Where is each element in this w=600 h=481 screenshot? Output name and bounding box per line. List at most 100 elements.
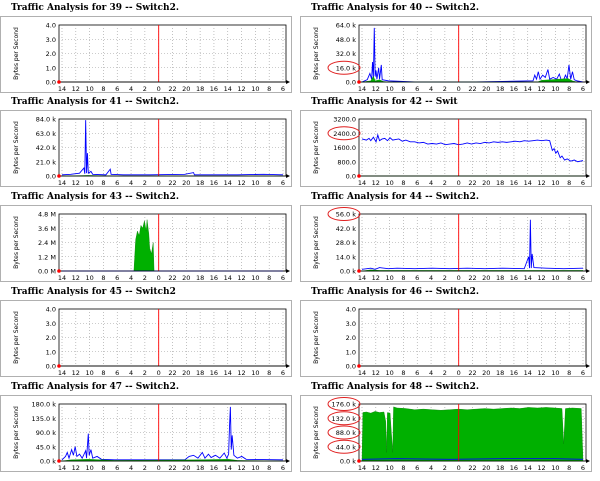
x-tick-label: 16	[210, 464, 218, 472]
x-tick-label: 6	[415, 369, 419, 377]
x-tick-label: 6	[281, 464, 285, 472]
x-tick-label: 4	[129, 369, 133, 377]
y-tick-label: 42.0 k	[36, 144, 57, 152]
x-tick-label: 6	[115, 85, 119, 93]
x-tick-label: 6	[115, 464, 119, 472]
x-tick-label: 8	[401, 179, 405, 187]
x-tick-label: 2	[143, 369, 147, 377]
x-tick-label: 12	[237, 85, 245, 93]
x-tick-label: 4	[429, 464, 433, 472]
x-tick-label: 2	[443, 179, 447, 187]
highlight-circle	[327, 411, 361, 426]
x-tick-label: 12	[372, 179, 380, 187]
x-tick-label: 22	[168, 85, 176, 93]
y-tick-label: 16.0 k	[336, 64, 357, 72]
x-tick-label: 14	[358, 464, 366, 472]
x-tick-label: 2	[143, 85, 147, 93]
y-tick-label: 0.0	[346, 79, 356, 87]
x-tick-label: 8	[267, 369, 271, 377]
x-tick-label: 10	[85, 274, 93, 282]
x-tick-label: 4	[129, 85, 133, 93]
x-tick-label: 4	[129, 464, 133, 472]
highlight-circle	[327, 60, 361, 75]
panel-title: Traffic Analysis for 39 -- Switch2.	[11, 3, 179, 13]
x-tick-label: 8	[401, 464, 405, 472]
y-tick-label: 0.0 k	[340, 268, 356, 276]
origin-marker	[57, 364, 61, 368]
x-tick-label: 2	[143, 274, 147, 282]
y-tick-label: 3.0	[46, 36, 56, 44]
inbound-traffic-area	[361, 406, 584, 462]
x-tick-label: 10	[251, 85, 259, 93]
x-tick-label: 18	[196, 369, 204, 377]
x-tick-label: 8	[567, 274, 571, 282]
y-tick-label: 3200.0	[333, 116, 356, 124]
y-tick-label: 4.0	[46, 306, 56, 314]
x-tick-label: 16	[510, 464, 518, 472]
x-tick-label: 12	[372, 464, 380, 472]
x-tick-label: 6	[115, 274, 119, 282]
x-tick-label: 6	[115, 179, 119, 187]
panel-title: Traffic Analysis for 44 -- Switch2.	[311, 192, 479, 202]
traffic-chart: 0.0 k 45.0 k 90.0 k 135.0 k 180.0 k 14 12 10 8 6 4…	[0, 395, 292, 472]
x-tick-label: 20	[482, 369, 490, 377]
x-tick-label: 8	[101, 179, 105, 187]
x-tick-label: 10	[385, 369, 393, 377]
x-tick-label: 2	[143, 464, 147, 472]
panel-title: Traffic Analysis for 47 -- Switch2.	[11, 382, 179, 392]
traffic-panel: Traffic Analysis for 46 -- Switch2. 0.0 1.…	[300, 287, 592, 377]
x-tick-label: 8	[101, 369, 105, 377]
x-tick-label: 16	[510, 179, 518, 187]
x-tick-label: 6	[281, 179, 285, 187]
origin-marker	[357, 459, 361, 463]
x-tick-label: 16	[210, 274, 218, 282]
y-axis-label: Bytes per Second	[13, 121, 20, 174]
traffic-chart: 0.021.0 k42.0 k63.0 k84.0 k14 12 10 8 6 4 2 0 22…	[0, 110, 292, 187]
x-tick-label: 12	[537, 85, 545, 93]
y-axis-label: Bytes per Second	[13, 406, 20, 459]
y-tick-label: 63.0 k	[36, 130, 57, 138]
x-tick-label: 14	[524, 179, 532, 187]
y-tick-label: 14.0 k	[336, 253, 357, 261]
panel-title: Traffic Analysis for 48 -- Switch2.	[311, 382, 479, 392]
x-tick-label: 10	[385, 274, 393, 282]
x-tick-label: 14	[58, 274, 66, 282]
x-tick-label: 12	[237, 179, 245, 187]
x-tick-label: 14	[58, 464, 66, 472]
y-tick-label: 0.0 k	[340, 458, 356, 466]
x-tick-label: 10	[551, 369, 559, 377]
x-tick-label: 6	[581, 369, 585, 377]
x-tick-label: 2	[443, 464, 447, 472]
x-tick-label: 12	[537, 464, 545, 472]
x-tick-label: 18	[496, 274, 504, 282]
x-tick-label: 22	[468, 274, 476, 282]
x-tick-label: 6	[415, 274, 419, 282]
x-tick-label: 10	[251, 369, 259, 377]
x-tick-label: 10	[85, 85, 93, 93]
x-tick-label: 0	[457, 85, 461, 93]
x-tick-label: 8	[267, 85, 271, 93]
x-tick-label: 22	[168, 179, 176, 187]
x-tick-label: 18	[496, 179, 504, 187]
x-tick-label: 0	[457, 179, 461, 187]
y-axis-label: Bytes per Second	[313, 311, 320, 364]
x-tick-label: 14	[524, 464, 532, 472]
x-tick-label: 22	[468, 85, 476, 93]
x-tick-label: 14	[524, 85, 532, 93]
y-axis-label: Bytes per Second	[13, 216, 20, 269]
outbound-traffic-line	[361, 27, 584, 83]
outbound-traffic-line	[61, 406, 284, 461]
x-tick-label: 12	[372, 369, 380, 377]
y-axis-label: Bytes per Second	[13, 311, 20, 364]
y-tick-label: 88.0 k	[336, 429, 357, 437]
y-tick-label: 3.0	[46, 320, 56, 328]
traffic-panel: Traffic Analysis for 39 -- Switch2. 0.0 1.…	[0, 3, 292, 93]
x-tick-label: 18	[496, 85, 504, 93]
traffic-panel: Traffic Analysis for 42 -- Swit 0.0 800.0 1…	[300, 97, 592, 187]
x-tick-label: 0	[457, 274, 461, 282]
x-tick-label: 10	[85, 179, 93, 187]
x-tick-label: 22	[168, 369, 176, 377]
x-tick-label: 10	[85, 369, 93, 377]
x-tick-label: 12	[537, 179, 545, 187]
x-tick-label: 4	[429, 369, 433, 377]
